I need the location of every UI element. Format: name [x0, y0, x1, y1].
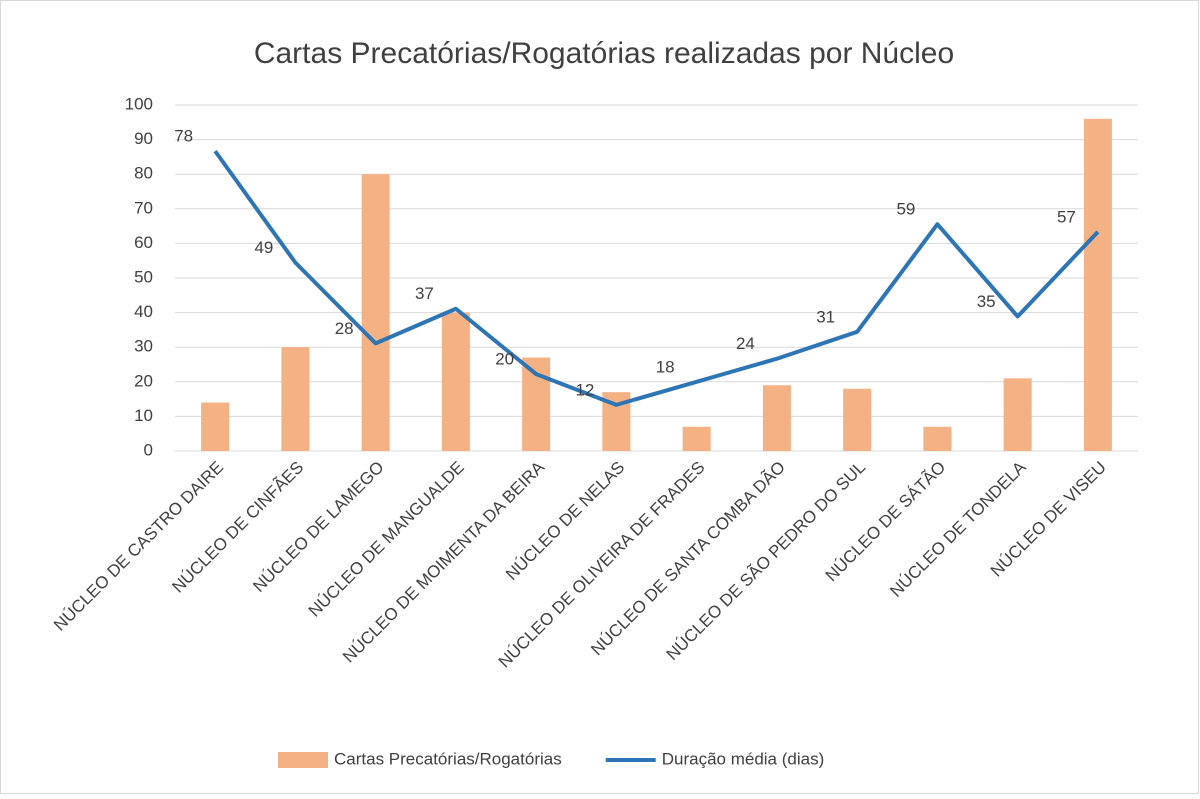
y-tick-label: 0 — [144, 440, 153, 459]
line — [213, 149, 1100, 407]
data-label: 49 — [254, 238, 273, 257]
y-tick-label: 70 — [134, 198, 153, 217]
bar — [762, 385, 791, 451]
bar — [1003, 378, 1032, 451]
y-tick-label: 10 — [134, 406, 153, 425]
data-label: 57 — [1057, 207, 1076, 226]
y-tick-label: 100 — [125, 94, 153, 113]
data-label: 20 — [495, 350, 514, 369]
bar — [923, 426, 952, 451]
y-tick-label: 20 — [134, 371, 153, 390]
data-label: 35 — [977, 292, 996, 311]
chart-title: Cartas Precatórias/Rogatórias realizadas… — [254, 37, 954, 70]
data-label: 78 — [174, 127, 193, 146]
y-tick-label: 50 — [134, 267, 153, 286]
data-label: 37 — [415, 284, 434, 303]
y-tick-label: 80 — [134, 164, 153, 183]
legend-label: Cartas Precatórias/Rogatórias — [334, 749, 562, 768]
bar — [201, 402, 230, 451]
bar — [1083, 118, 1112, 451]
data-label: 24 — [736, 334, 755, 353]
data-label: 18 — [656, 357, 675, 376]
legend-label: Duração média (dias) — [662, 749, 825, 768]
bar — [682, 426, 711, 451]
bar — [843, 388, 872, 451]
bar — [361, 174, 390, 451]
y-tick-label: 30 — [134, 337, 153, 356]
bar — [281, 347, 310, 451]
data-label: 28 — [335, 319, 354, 338]
bar — [441, 312, 470, 451]
legend-swatch — [278, 752, 328, 768]
y-tick-label: 90 — [134, 129, 153, 148]
y-tick-label: 60 — [134, 233, 153, 252]
data-label: 12 — [575, 380, 594, 399]
y-tick-label: 40 — [134, 302, 153, 321]
data-label: 59 — [896, 200, 915, 219]
data-label: 31 — [816, 307, 835, 326]
